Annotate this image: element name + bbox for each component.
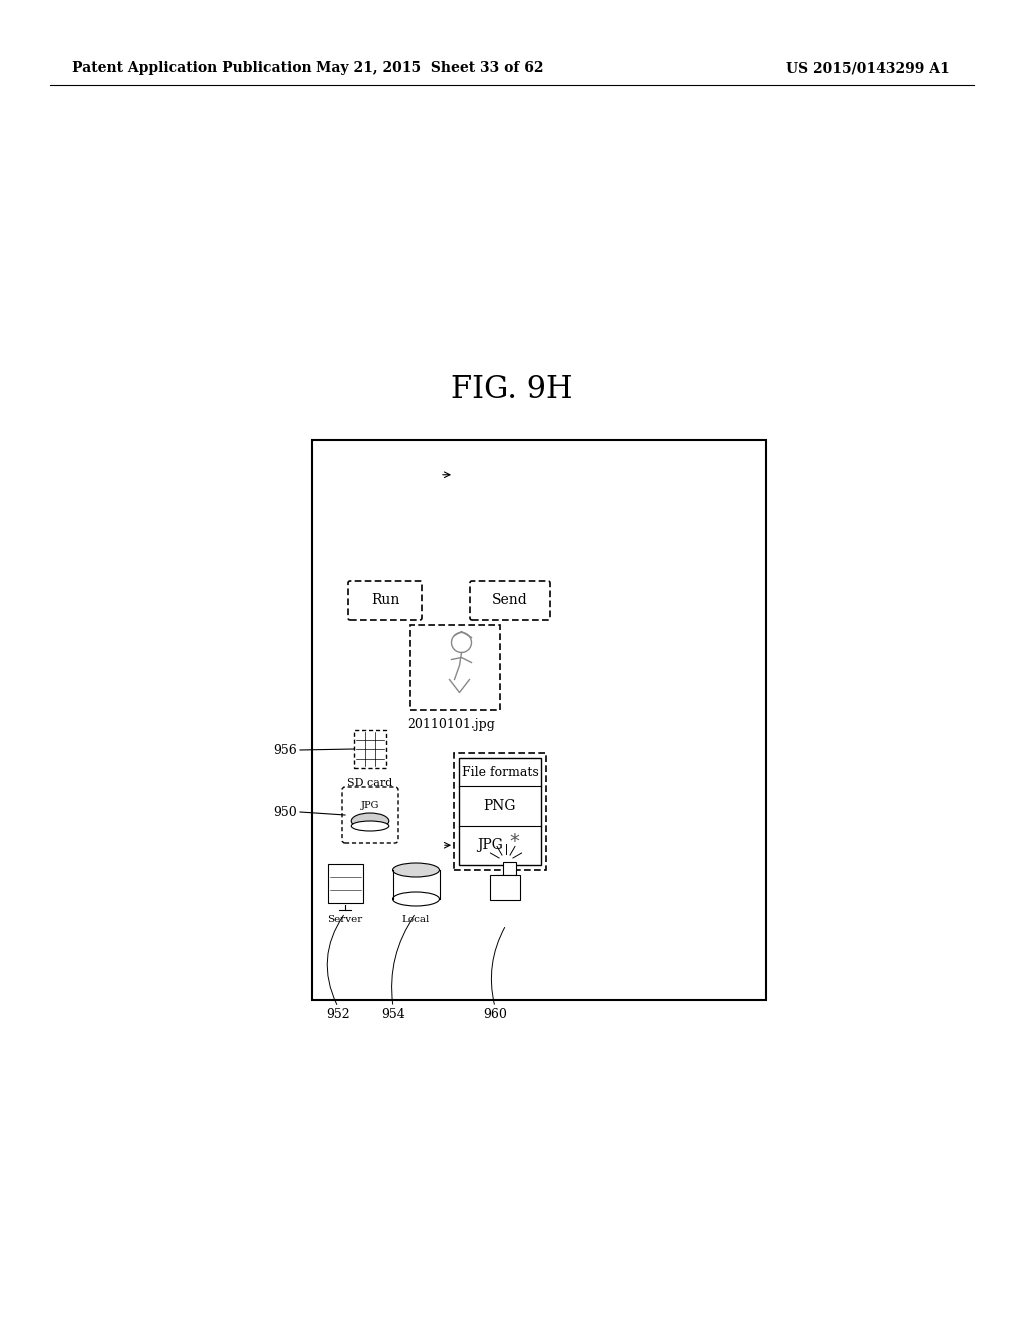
Polygon shape: [495, 862, 516, 880]
Text: 952: 952: [327, 1008, 350, 1022]
Ellipse shape: [351, 821, 389, 832]
Bar: [454, 752, 546, 870]
Text: *: *: [509, 832, 519, 851]
Text: FIG. 9H: FIG. 9H: [452, 375, 572, 405]
Polygon shape: [490, 875, 520, 900]
Text: Server: Server: [328, 915, 362, 924]
Bar: [312, 440, 766, 1001]
Ellipse shape: [392, 892, 439, 906]
Text: File formats: File formats: [462, 766, 539, 779]
Text: 954: 954: [381, 1008, 404, 1022]
Text: Local: Local: [401, 915, 430, 924]
FancyBboxPatch shape: [342, 787, 398, 843]
Bar: [410, 624, 500, 710]
Text: 20110101.jpg: 20110101.jpg: [407, 718, 495, 731]
Bar: [328, 865, 362, 903]
FancyBboxPatch shape: [470, 581, 550, 620]
FancyBboxPatch shape: [348, 581, 422, 620]
Text: US 2015/0143299 A1: US 2015/0143299 A1: [786, 61, 950, 75]
Ellipse shape: [351, 813, 389, 829]
Text: Run: Run: [371, 594, 399, 607]
Bar: [459, 758, 541, 865]
Text: SD card: SD card: [347, 777, 392, 788]
Text: 950: 950: [273, 805, 297, 818]
Bar: [354, 730, 386, 768]
Text: May 21, 2015  Sheet 33 of 62: May 21, 2015 Sheet 33 of 62: [316, 61, 544, 75]
Text: Send: Send: [493, 594, 528, 607]
Text: JPG: JPG: [477, 838, 503, 853]
Text: PNG: PNG: [483, 799, 516, 813]
Text: Patent Application Publication: Patent Application Publication: [72, 61, 311, 75]
Text: 956: 956: [273, 743, 297, 756]
Text: JPG: JPG: [360, 800, 379, 809]
Ellipse shape: [392, 863, 439, 876]
Text: 960: 960: [483, 1008, 507, 1022]
